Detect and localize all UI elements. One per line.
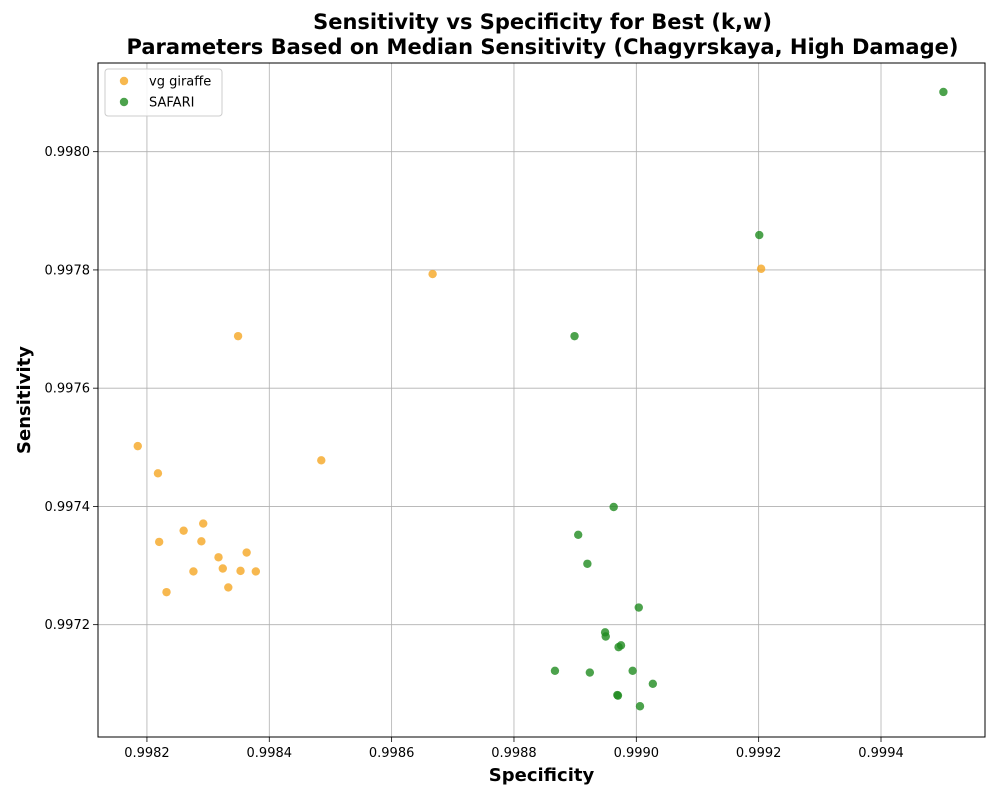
data-point-vg-giraffe — [218, 564, 227, 573]
plot-frame — [97, 62, 986, 738]
x-axis-label: Specificity — [489, 765, 595, 786]
legend-label-vg-giraffe: vg giraffe — [149, 75, 211, 90]
data-point-vg-giraffe — [214, 553, 223, 562]
legend-marker-safari — [119, 97, 129, 107]
chart-title-line-2: Parameters Based on Median Sensitivity (… — [126, 35, 959, 59]
data-point-vg-giraffe — [317, 456, 326, 465]
data-point-vg-giraffe — [224, 583, 233, 592]
data-point-vg-giraffe — [153, 469, 163, 478]
y-axis-label: Sensitivity — [14, 346, 35, 454]
x-tick-label: 0.9984 — [247, 746, 293, 761]
data-point-vg-giraffe — [162, 587, 171, 597]
data-point-safari — [635, 702, 645, 711]
data-point-vg-giraffe — [756, 264, 766, 273]
data-point-vg-giraffe — [154, 537, 164, 547]
data-point-vg-giraffe — [199, 519, 208, 528]
x-tick-label: 0.9988 — [491, 746, 537, 761]
data-point-vg-giraffe — [428, 269, 437, 279]
data-point-vg-giraffe — [233, 331, 243, 341]
data-point-safari — [583, 559, 592, 568]
x-tick-label: 0.9986 — [369, 746, 415, 761]
y-tick-label: 0.9974 — [45, 500, 91, 515]
data-points — [133, 87, 948, 711]
data-point-vg-giraffe — [251, 567, 261, 576]
data-point-vg-giraffe — [236, 566, 245, 576]
data-point-safari — [648, 679, 658, 688]
grid — [98, 63, 985, 737]
y-tick-label: 0.9976 — [45, 382, 91, 397]
data-point-safari — [574, 530, 583, 539]
data-point-safari — [616, 641, 626, 650]
legend-frame — [104, 68, 223, 117]
data-point-safari — [939, 87, 948, 97]
data-point-vg-giraffe — [197, 537, 206, 546]
legend-label-safari: SAFARI — [149, 96, 194, 111]
data-point-vg-giraffe — [189, 567, 198, 576]
data-point-vg-giraffe — [179, 526, 188, 535]
y-tick-label: 0.9980 — [45, 145, 91, 160]
y-tick-label: 0.9972 — [45, 618, 91, 633]
data-point-safari — [755, 230, 764, 240]
axis-ticks: 0.9982 0.9984 0.9986 0.9988 0.9990 0.9992 0.99… — [45, 145, 904, 761]
data-point-safari — [613, 691, 623, 700]
data-point-safari — [601, 632, 610, 641]
x-tick-label: 0.9992 — [736, 746, 782, 761]
legend: vg giraffe SAFARI — [104, 68, 223, 117]
data-point-safari — [585, 668, 595, 677]
chart-title-line-1: Sensitivity vs Specificity for Best (k,w… — [313, 10, 772, 34]
x-tick-label: 0.9990 — [614, 746, 660, 761]
legend-marker-vg-giraffe — [119, 76, 129, 86]
y-tick-label: 0.9978 — [45, 263, 91, 278]
chart-title: Sensitivity vs Specificity for Best (k,w… — [0, 10, 1000, 60]
data-point-vg-giraffe — [133, 441, 142, 451]
data-point-safari — [570, 331, 579, 341]
data-point-safari — [550, 666, 560, 675]
x-tick-label: 0.9982 — [124, 746, 170, 761]
data-point-safari — [634, 603, 643, 612]
data-point-safari — [628, 666, 637, 675]
x-tick-label: 0.9994 — [858, 746, 904, 761]
data-point-safari — [609, 502, 618, 512]
data-point-vg-giraffe — [242, 548, 251, 557]
